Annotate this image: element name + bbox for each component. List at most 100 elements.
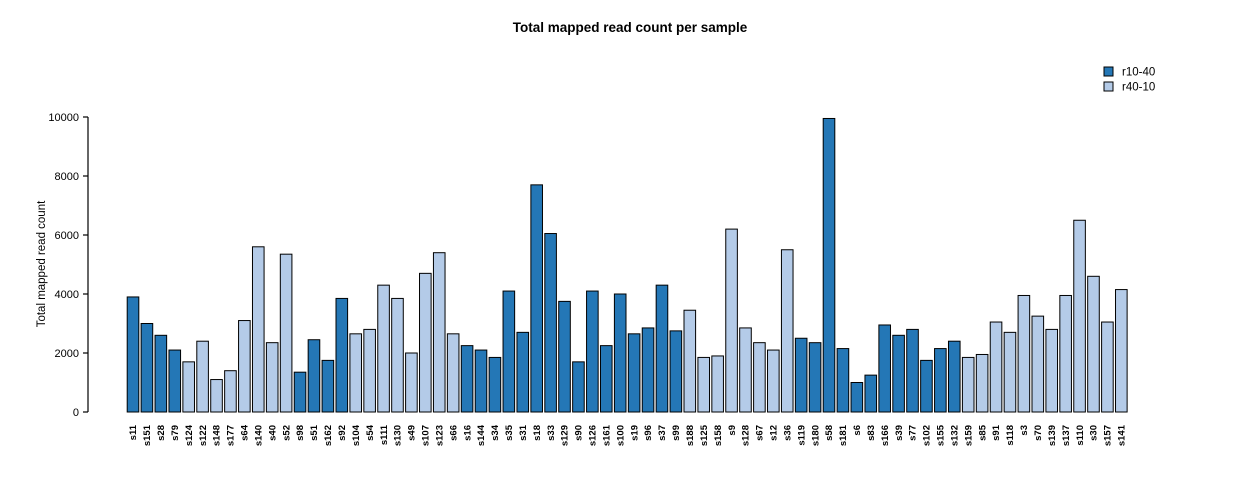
bar-s119 bbox=[794, 337, 808, 413]
bar-s67 bbox=[753, 342, 766, 413]
x-tick-label: s157 bbox=[1103, 425, 1114, 446]
bar-s161 bbox=[599, 345, 613, 413]
bar-s30 bbox=[1087, 275, 1100, 413]
bar-s66 bbox=[446, 333, 460, 413]
bar-s64 bbox=[238, 320, 251, 413]
x-tick-label: s16 bbox=[462, 425, 473, 441]
x-tick-label: s36 bbox=[782, 425, 793, 441]
legend: r10-40 r40-10 bbox=[1103, 66, 1155, 94]
x-tick-label: s118 bbox=[1005, 425, 1016, 446]
bar-s140 bbox=[251, 246, 265, 413]
bar-s151 bbox=[140, 323, 154, 413]
bar-s99 bbox=[669, 330, 683, 413]
bar-s28 bbox=[154, 334, 168, 413]
x-tick-label: s119 bbox=[796, 425, 807, 446]
x-tick-label: s162 bbox=[323, 425, 334, 446]
bar-s6 bbox=[850, 382, 864, 413]
x-tick-label: s181 bbox=[838, 424, 849, 446]
legend-swatch bbox=[1103, 66, 1114, 77]
bar-s36 bbox=[780, 249, 794, 413]
x-tick-label: s9 bbox=[727, 425, 738, 436]
bar-s3 bbox=[1017, 294, 1031, 413]
x-tick-label: s49 bbox=[407, 425, 418, 441]
x-tick-label: s19 bbox=[629, 425, 640, 441]
bar-s77 bbox=[906, 328, 919, 413]
bar-s158 bbox=[711, 355, 724, 413]
x-tick-label: s37 bbox=[657, 425, 668, 441]
y-tick-label: 4000 bbox=[55, 289, 79, 301]
x-tick-label: s140 bbox=[253, 425, 264, 446]
bar-s79 bbox=[168, 349, 182, 413]
legend-item-label: r40-10 bbox=[1122, 82, 1155, 94]
x-tick-label: s3 bbox=[1019, 425, 1030, 436]
x-tick-label: s180 bbox=[810, 425, 821, 446]
x-tick-label: s39 bbox=[894, 425, 905, 441]
bar-s132 bbox=[947, 340, 961, 413]
y-axis-label: Total mapped read count bbox=[36, 200, 48, 327]
x-tick-label: s11 bbox=[128, 424, 139, 440]
bar-s159 bbox=[961, 356, 975, 413]
x-tick-label: s100 bbox=[615, 425, 626, 446]
x-tick-label: s52 bbox=[281, 425, 292, 441]
x-tick-label: s107 bbox=[421, 425, 432, 446]
bar-s130 bbox=[391, 297, 404, 413]
bar-s19 bbox=[627, 333, 641, 413]
x-tick-label: s177 bbox=[226, 425, 237, 446]
bar-s85 bbox=[975, 353, 989, 413]
x-tick-label: s151 bbox=[142, 424, 153, 446]
x-tick-label: s70 bbox=[1033, 425, 1044, 441]
x-tick-label: s30 bbox=[1089, 425, 1100, 441]
bar-s39 bbox=[892, 334, 905, 413]
x-tick-label: s161 bbox=[601, 424, 612, 446]
bar-s11 bbox=[126, 296, 140, 413]
bar-s70 bbox=[1031, 315, 1045, 413]
bar-s102 bbox=[920, 359, 933, 413]
y-axis: 0 2000 4000 6000 8000 10000 bbox=[48, 112, 89, 419]
x-tick-label: s35 bbox=[504, 424, 515, 441]
x-tick-label: s40 bbox=[267, 425, 278, 441]
x-tick-label: s18 bbox=[532, 425, 543, 441]
bar-s181 bbox=[836, 348, 850, 413]
x-tick-label: s67 bbox=[755, 425, 766, 441]
bar-s118 bbox=[1003, 331, 1017, 413]
x-tick-label: s6 bbox=[852, 425, 863, 436]
x-tick-label: s31 bbox=[518, 424, 529, 441]
x-tick-label: s51 bbox=[309, 424, 320, 441]
bar-s92 bbox=[335, 297, 349, 413]
x-tick-label: s64 bbox=[240, 424, 251, 441]
bar-s107 bbox=[419, 272, 432, 413]
x-tick-label: s129 bbox=[560, 425, 571, 446]
bar-s52 bbox=[279, 253, 293, 413]
bars-group bbox=[126, 117, 1128, 413]
bar-s35 bbox=[502, 290, 516, 413]
bar-s166 bbox=[878, 324, 891, 413]
bar-s148 bbox=[210, 379, 223, 413]
bar-s51 bbox=[307, 339, 321, 413]
bar-s96 bbox=[641, 327, 655, 413]
x-tick-label: s77 bbox=[908, 425, 919, 441]
x-tick-label: s58 bbox=[824, 425, 835, 441]
bar-s129 bbox=[558, 300, 571, 413]
x-tick-label: s111 bbox=[379, 424, 390, 445]
bar-s58 bbox=[822, 117, 836, 413]
bar-s9 bbox=[725, 228, 738, 413]
bar-s100 bbox=[613, 293, 627, 413]
bar-s162 bbox=[321, 359, 335, 413]
bar-s104 bbox=[349, 333, 363, 413]
bar-s126 bbox=[586, 290, 599, 413]
bar-s34 bbox=[488, 356, 502, 413]
legend-item-label: r10-40 bbox=[1122, 67, 1155, 79]
bar-s33 bbox=[544, 233, 557, 413]
bar-s137 bbox=[1059, 294, 1072, 413]
bar-s155 bbox=[934, 348, 947, 413]
bar-s180 bbox=[808, 342, 822, 413]
bar-s40 bbox=[265, 342, 279, 413]
x-tick-label: s124 bbox=[184, 424, 195, 446]
x-tick-label: s122 bbox=[198, 425, 209, 446]
bar-s157 bbox=[1101, 321, 1114, 413]
bar-s111 bbox=[377, 284, 390, 413]
x-tick-label: s188 bbox=[685, 425, 696, 446]
y-tick-label: 2000 bbox=[55, 348, 79, 360]
x-tick-label: s28 bbox=[156, 425, 167, 441]
